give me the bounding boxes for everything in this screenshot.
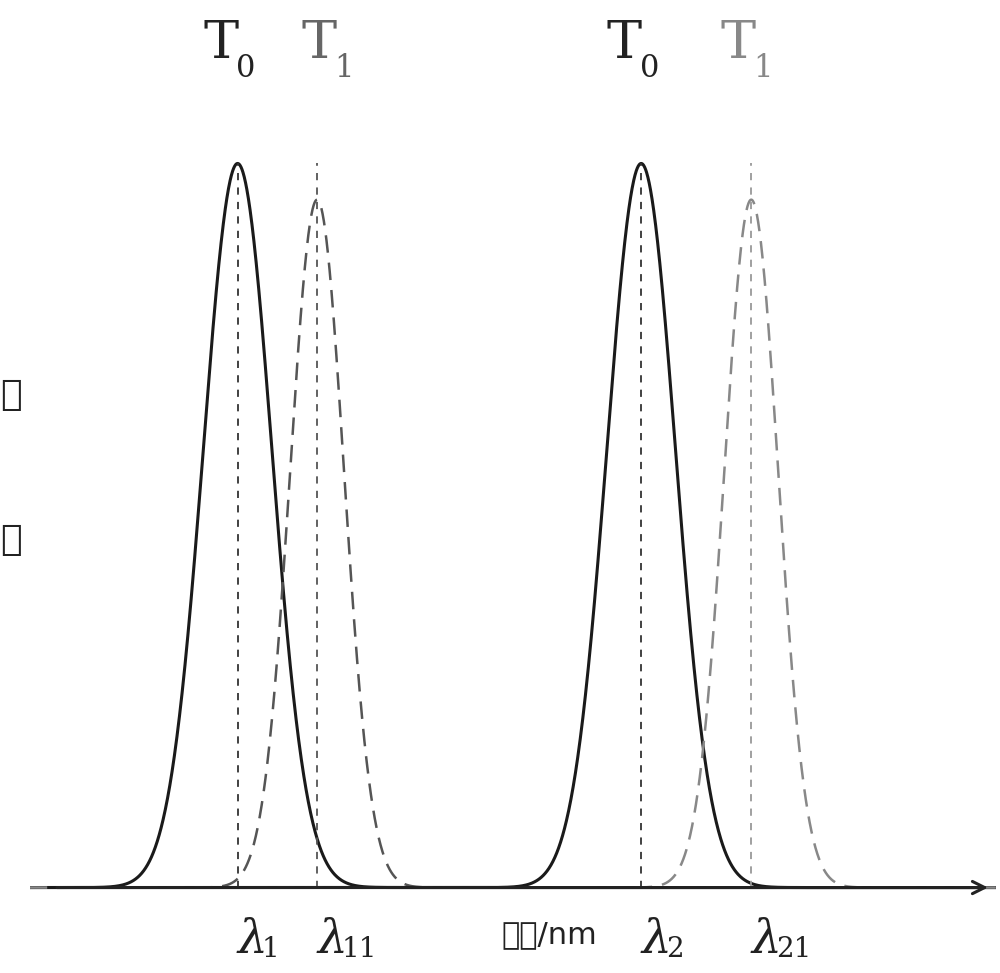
Text: 2: 2 bbox=[666, 936, 683, 963]
Text: T: T bbox=[721, 18, 756, 69]
Text: λ: λ bbox=[641, 918, 671, 963]
Text: 1: 1 bbox=[334, 53, 354, 84]
Text: λ: λ bbox=[751, 918, 781, 963]
Text: T: T bbox=[607, 18, 642, 69]
Text: 波长/nm: 波长/nm bbox=[502, 920, 597, 949]
Text: T: T bbox=[203, 18, 238, 69]
Text: 0: 0 bbox=[236, 53, 256, 84]
Text: 11: 11 bbox=[342, 936, 377, 963]
Text: 21: 21 bbox=[776, 936, 811, 963]
Text: 1: 1 bbox=[754, 53, 773, 84]
Text: λ: λ bbox=[238, 918, 268, 963]
Text: 1: 1 bbox=[262, 936, 280, 963]
Text: λ: λ bbox=[317, 918, 347, 963]
Text: 度: 度 bbox=[1, 523, 22, 557]
Text: 0: 0 bbox=[640, 53, 659, 84]
Text: 温: 温 bbox=[1, 378, 22, 413]
Text: T: T bbox=[301, 18, 336, 69]
